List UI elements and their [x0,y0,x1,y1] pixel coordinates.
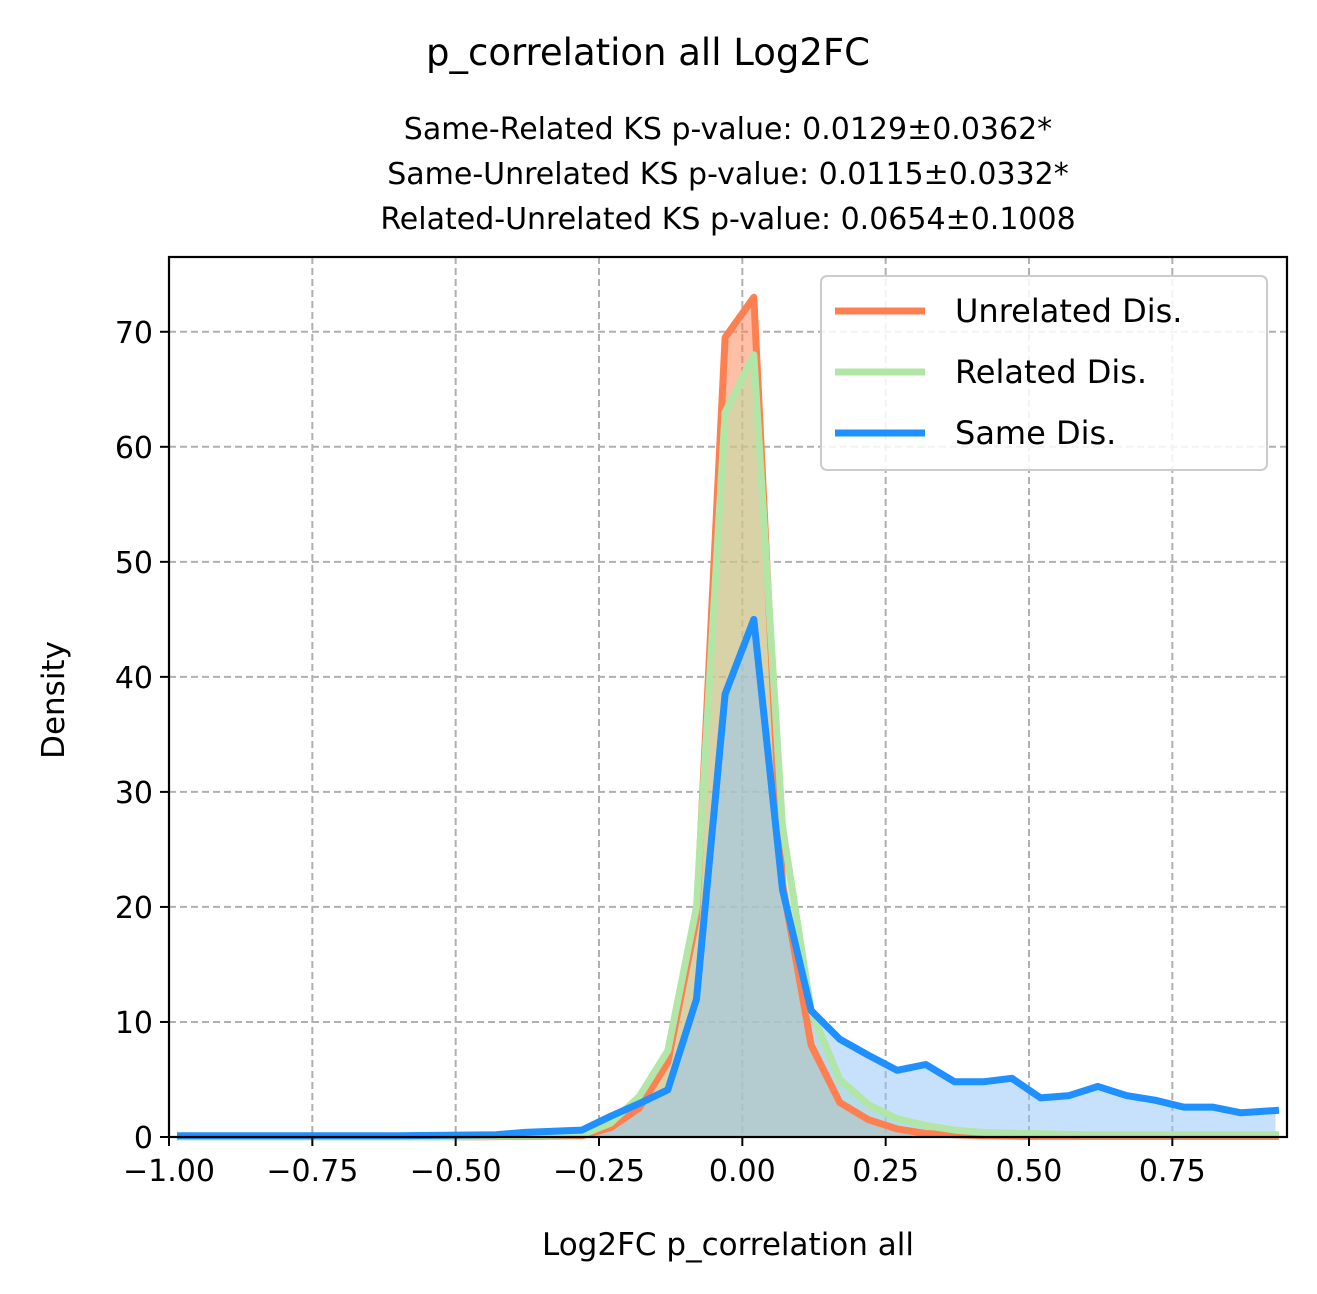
legend: Unrelated Dis. Related Dis. Same Dis. [820,275,1268,471]
x-axis-ticks: −1.00 −0.75 −0.50 −0.25 0.00 0.25 0.50 0.75 [123,1137,1206,1189]
x-tick-label: −0.50 [410,1154,502,1189]
series-line-2 [177,615,1280,1140]
x-tick-label: 0.00 [709,1154,776,1189]
x-tick-label: −0.25 [553,1154,645,1189]
y-tick-label: 0 [134,1121,153,1156]
legend-label-2: Same Dis. [955,414,1116,452]
x-tick-label: 0.50 [996,1154,1063,1189]
y-axis-label: Density [36,641,72,759]
plot-frame [167,255,1289,1139]
subtitle-line-1: Same-Related KS p-value: 0.0129±0.0362* [404,112,1052,147]
x-tick-label: 0.25 [852,1154,919,1189]
x-tick-label: −1.00 [123,1154,215,1189]
y-tick-label: 70 [115,316,153,351]
y-tick-label: 60 [115,431,153,466]
y-axis-ticks: 0 10 20 30 40 50 60 70 [115,316,169,1156]
chart-title: p_correlation all Log2FC [426,31,870,74]
series-fills [180,297,1276,1137]
subtitle-line-2: Same-Unrelated KS p-value: 0.0115±0.0332… [387,157,1069,192]
y-tick-label: 40 [115,661,153,696]
x-axis-label: Log2FC p_correlation all [542,1227,914,1263]
subtitle-line-3: Related-Unrelated KS p-value: 0.0654±0.1… [380,202,1075,237]
y-tick-label: 50 [115,546,153,581]
legend-label-1: Related Dis. [955,353,1147,391]
x-tick-label: 0.75 [1139,1154,1206,1189]
legend-box [820,275,1268,471]
y-tick-label: 30 [115,776,153,811]
y-tick-label: 20 [115,891,153,926]
x-tick-label: −0.75 [266,1154,358,1189]
y-tick-label: 10 [115,1006,153,1041]
legend-label-0: Unrelated Dis. [955,292,1182,330]
series-fill-2 [180,619,1276,1137]
